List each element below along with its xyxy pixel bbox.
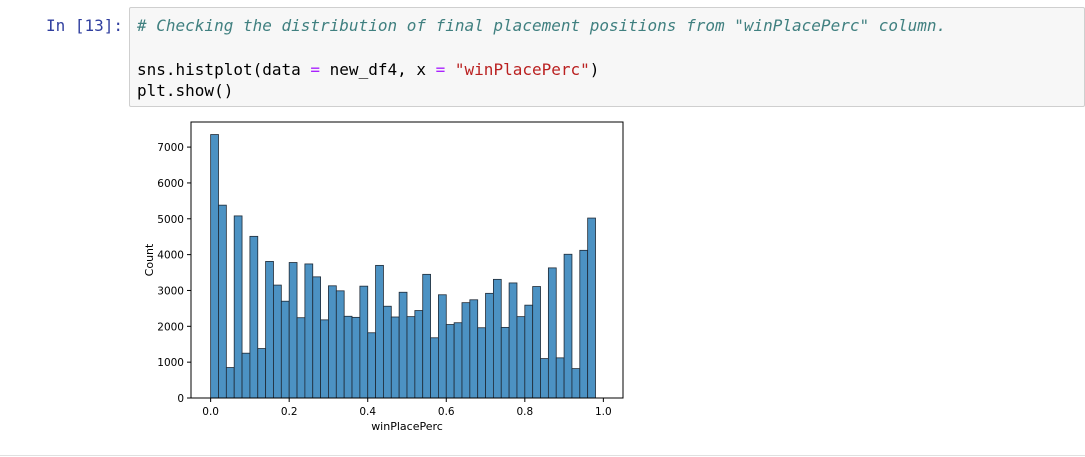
y-tick-label: 6000 xyxy=(157,178,184,190)
x-tick-label: 0.8 xyxy=(516,406,533,418)
x-tick-label: 1.0 xyxy=(595,406,612,418)
histogram-bar xyxy=(469,299,479,399)
code-comment: # Checking the distribution of final pla… xyxy=(137,16,947,35)
histogram-bar xyxy=(367,332,376,399)
histogram-bar xyxy=(210,134,219,399)
histogram-bars xyxy=(210,134,596,399)
y-tick-label: 0 xyxy=(177,393,184,405)
histogram-bar xyxy=(249,235,259,399)
histogram-bar xyxy=(398,291,408,399)
y-tick-label: 7000 xyxy=(157,142,184,154)
histogram-bar xyxy=(492,278,502,399)
histogram-bar xyxy=(438,294,447,399)
histogram-bar xyxy=(445,324,455,399)
y-axis-ticks: 0 1000 2000 3000 4000 5000 6000 7000 xyxy=(157,142,191,405)
histogram-bar xyxy=(288,262,298,399)
histogram-bar xyxy=(257,348,267,399)
histogram-bar xyxy=(375,264,384,399)
histogram-bar xyxy=(508,282,518,399)
histogram-bar xyxy=(547,267,557,399)
histogram-bar xyxy=(265,261,274,399)
histogram-bar xyxy=(359,285,369,399)
histogram-bar xyxy=(280,300,290,399)
histogram-bar xyxy=(320,319,329,399)
y-tick-label: 4000 xyxy=(157,250,184,262)
code-line-comment: # Checking the distribution of final pla… xyxy=(137,16,946,35)
histogram-bar xyxy=(485,292,494,399)
code-token xyxy=(445,60,455,79)
cell-divider xyxy=(0,455,1085,456)
plot-frame xyxy=(190,121,624,399)
histogram-bar xyxy=(233,215,243,399)
histogram-bar xyxy=(225,367,235,399)
y-tick-label: 2000 xyxy=(157,321,184,333)
input-prompt: In [13]: xyxy=(46,16,124,35)
histogram-bar xyxy=(477,327,486,399)
x-tick-label: 0.0 xyxy=(202,406,219,418)
y-tick-label: 1000 xyxy=(157,357,184,369)
histogram-bar xyxy=(390,316,400,399)
histogram-bar xyxy=(241,352,251,399)
histogram-bar xyxy=(343,315,353,399)
histogram-bar xyxy=(563,253,573,399)
histogram-bar xyxy=(532,286,541,399)
y-axis-label: Count xyxy=(143,243,156,276)
histogram-bar xyxy=(516,316,526,399)
histogram-bar xyxy=(453,322,463,399)
code-token: new_df4, x xyxy=(320,60,436,79)
histogram-bar xyxy=(430,337,439,399)
histogram-bar xyxy=(524,304,534,399)
code-operator: = xyxy=(310,60,321,79)
histogram-bar xyxy=(406,316,416,399)
code-line-histplot: sns.histplot(data = new_df4, x = "winPla… xyxy=(137,60,599,79)
histogram-bar xyxy=(351,316,361,399)
histogram-bar xyxy=(587,217,596,399)
histogram-bar xyxy=(500,326,510,399)
code-line-show: plt.show() xyxy=(137,81,233,100)
y-tick-label: 3000 xyxy=(157,285,184,297)
histogram-bar xyxy=(304,263,314,399)
code-token: plt.show() xyxy=(137,81,234,100)
histogram-bar xyxy=(555,357,565,399)
x-tick-label: 0.2 xyxy=(281,406,298,418)
code-operator: = xyxy=(435,60,446,79)
histogram-bar xyxy=(422,273,431,399)
x-axis-ticks: 0.0 0.2 0.4 0.6 0.8 1.0 xyxy=(202,398,612,418)
x-axis-label: winPlacePerc xyxy=(371,420,443,433)
histogram-bar xyxy=(461,302,471,399)
histogram-bar xyxy=(273,284,282,399)
histogram-bar xyxy=(328,285,337,399)
x-tick-label: 0.6 xyxy=(438,406,455,418)
histogram-bar xyxy=(414,310,424,399)
histogram-bar xyxy=(571,368,581,399)
histogram-bar xyxy=(579,249,589,399)
histogram-bar xyxy=(296,317,306,399)
y-tick-label: 5000 xyxy=(157,214,184,226)
histogram-bar xyxy=(383,305,392,399)
cell-output: 0 1000 2000 3000 4000 5000 6000 7000 0.0 0.2 0.4 0… xyxy=(129,120,629,440)
histogram-bar xyxy=(312,276,321,399)
x-tick-label: 0.4 xyxy=(359,406,376,418)
code-string: "winPlacePerc" xyxy=(454,60,590,79)
code-editor[interactable]: # Checking the distribution of final pla… xyxy=(129,7,1085,107)
code-token: ) xyxy=(589,60,600,79)
histogram-bar xyxy=(335,290,345,399)
code-token: sns.histplot(data xyxy=(137,60,311,79)
histogram-bar xyxy=(218,204,227,399)
histogram-bar xyxy=(540,358,549,399)
